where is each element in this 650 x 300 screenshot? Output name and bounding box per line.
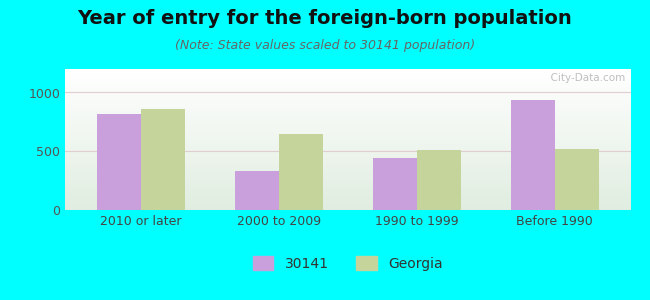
Bar xyxy=(141,109,185,210)
Bar xyxy=(279,134,323,210)
Bar xyxy=(141,109,185,210)
Text: City-Data.com: City-Data.com xyxy=(543,73,625,83)
Bar xyxy=(279,134,323,210)
Bar xyxy=(554,149,599,210)
Text: (Note: State values scaled to 30141 population): (Note: State values scaled to 30141 popu… xyxy=(175,39,475,52)
Bar xyxy=(372,158,417,210)
Bar xyxy=(417,150,461,210)
Legend: 30141, Georgia: 30141, Georgia xyxy=(247,250,448,276)
Bar xyxy=(417,150,461,210)
Bar xyxy=(510,100,554,210)
Text: Year of entry for the foreign-born population: Year of entry for the foreign-born popul… xyxy=(77,9,573,28)
Bar xyxy=(97,114,141,210)
Bar xyxy=(235,171,279,210)
Bar xyxy=(97,114,141,210)
Bar xyxy=(554,149,599,210)
Bar xyxy=(235,171,279,210)
Bar xyxy=(510,100,554,210)
Bar xyxy=(372,158,417,210)
